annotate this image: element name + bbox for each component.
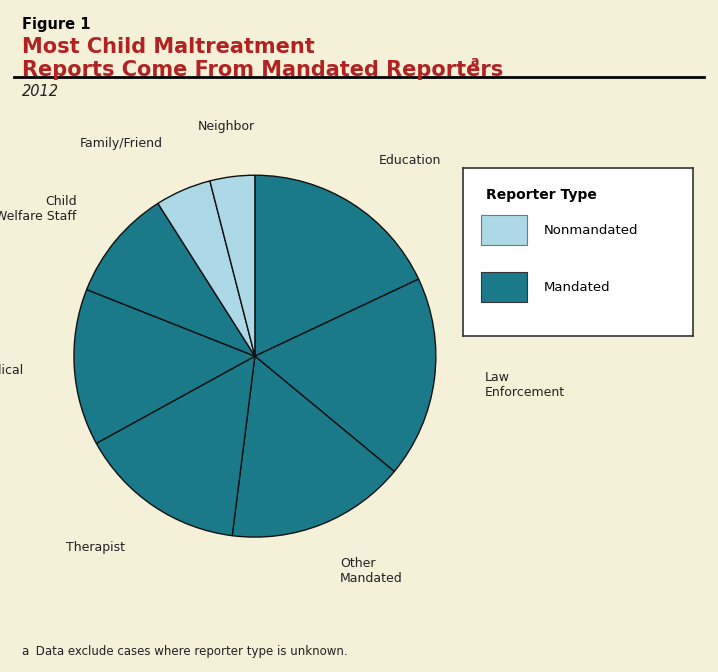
Text: Reports Come From Mandated Reporters: Reports Come From Mandated Reporters: [22, 60, 503, 81]
Text: 2012: 2012: [22, 84, 59, 99]
Text: Family/Friend: Family/Friend: [80, 137, 163, 150]
Wedge shape: [255, 175, 419, 356]
Text: Medical: Medical: [0, 364, 24, 377]
Text: Education: Education: [379, 154, 442, 167]
Wedge shape: [210, 175, 255, 356]
Text: a: a: [22, 645, 29, 658]
Wedge shape: [74, 290, 255, 444]
Text: Neighbor: Neighbor: [197, 120, 254, 133]
Text: Other
Mandated: Other Mandated: [340, 558, 403, 585]
Bar: [482, 272, 528, 302]
Text: Mandated: Mandated: [544, 281, 610, 294]
Text: Child
Welfare Staff: Child Welfare Staff: [0, 194, 76, 222]
Text: Figure 1: Figure 1: [22, 17, 90, 32]
Text: Nonmandated: Nonmandated: [544, 224, 638, 237]
Bar: [482, 215, 528, 245]
Text: Most Child Maltreatment: Most Child Maltreatment: [22, 37, 314, 57]
Wedge shape: [87, 204, 255, 356]
Wedge shape: [96, 356, 255, 536]
Text: a: a: [470, 55, 479, 68]
Wedge shape: [255, 279, 436, 472]
Wedge shape: [158, 181, 255, 356]
Text: Therapist: Therapist: [66, 541, 125, 554]
Text: Reporter Type: Reporter Type: [486, 188, 597, 202]
Text: Law
Enforcement: Law Enforcement: [485, 371, 565, 399]
Text: Data exclude cases where reporter type is unknown.: Data exclude cases where reporter type i…: [32, 645, 348, 658]
Wedge shape: [232, 356, 394, 537]
